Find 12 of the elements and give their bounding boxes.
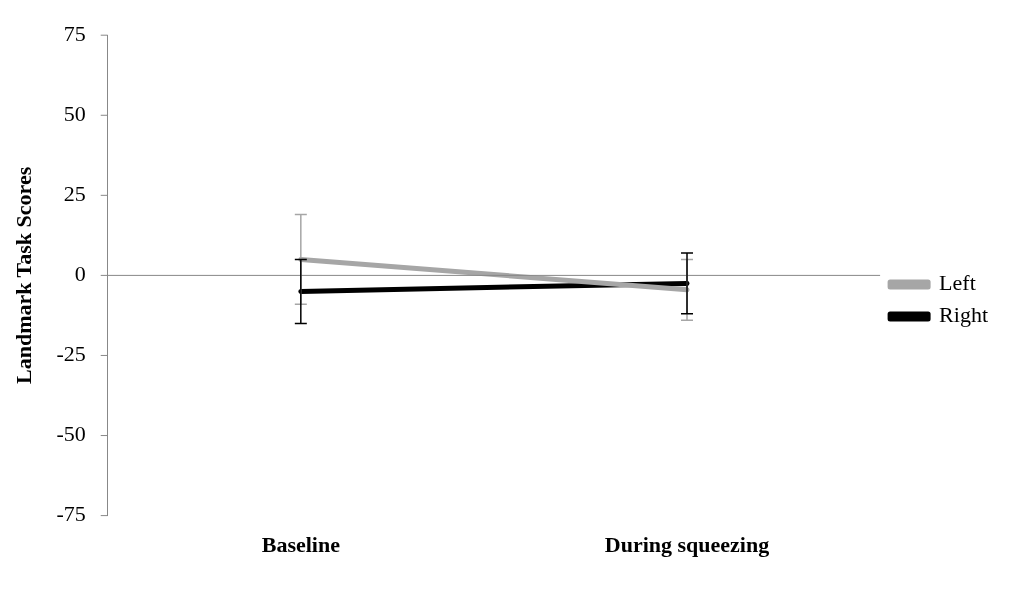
legend-label: Left	[939, 270, 976, 296]
legend-label: Right	[939, 302, 989, 328]
x-tick-label: Baseline	[261, 532, 341, 558]
y-axis-title: Landmark Task Scores	[10, 166, 36, 385]
y-tick-label: 75	[63, 20, 86, 46]
y-tick-label: 0	[74, 261, 86, 287]
y-tick-label: 25	[63, 181, 86, 207]
y-tick-label: -50	[56, 421, 86, 447]
y-tick-label: 50	[63, 101, 86, 127]
x-tick-label: During squeezing	[604, 532, 770, 558]
y-tick-label: -75	[56, 501, 86, 527]
y-tick-label: -25	[56, 341, 86, 367]
